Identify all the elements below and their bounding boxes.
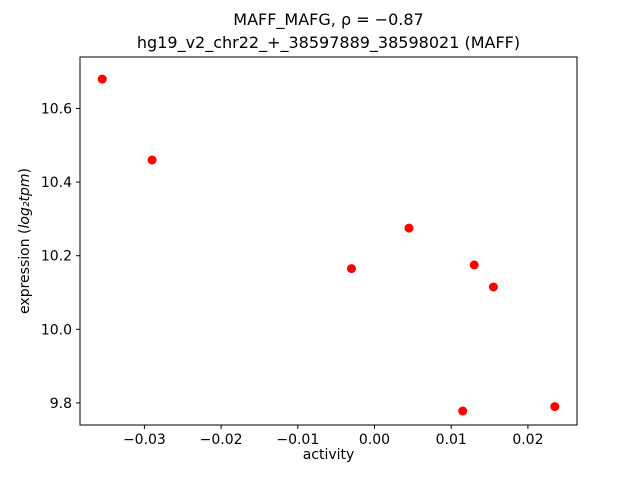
chart-title-block: MAFF_MAFG, ρ = −0.87 hg19_v2_chr22_+_385… xyxy=(80,8,577,54)
x-tick-label: −0.03 xyxy=(123,432,166,448)
data-point xyxy=(404,223,414,233)
y-tick-label: 10.2 xyxy=(41,249,72,265)
x-tick-label: 0.01 xyxy=(436,432,467,448)
x-axis-label: activity xyxy=(302,447,355,463)
data-point xyxy=(147,155,157,165)
y-tick-label: 10.0 xyxy=(41,322,72,338)
data-point xyxy=(97,74,107,84)
data-point xyxy=(550,402,560,412)
chart-title: MAFF_MAFG, ρ = −0.87 xyxy=(233,10,424,29)
x-tick-label: 0.00 xyxy=(359,432,390,448)
data-point xyxy=(347,264,356,274)
plot-border xyxy=(79,56,578,426)
x-tick-label: −0.02 xyxy=(200,432,243,448)
y-tick-label: 10.4 xyxy=(41,175,72,191)
chart-subtitle: hg19_v2_chr22_+_38597889_38598021 (MAFF) xyxy=(136,33,521,52)
y-tick-label: 10.6 xyxy=(41,102,72,118)
x-tick-label: −0.01 xyxy=(276,432,319,448)
data-point xyxy=(488,282,498,292)
data-point xyxy=(469,260,479,270)
data-point xyxy=(458,406,468,416)
y-tick-label: 9.8 xyxy=(50,396,72,412)
x-tick-label: 0.02 xyxy=(512,432,543,448)
